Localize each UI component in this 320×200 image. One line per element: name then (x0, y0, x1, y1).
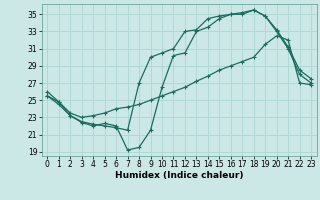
X-axis label: Humidex (Indice chaleur): Humidex (Indice chaleur) (115, 171, 244, 180)
